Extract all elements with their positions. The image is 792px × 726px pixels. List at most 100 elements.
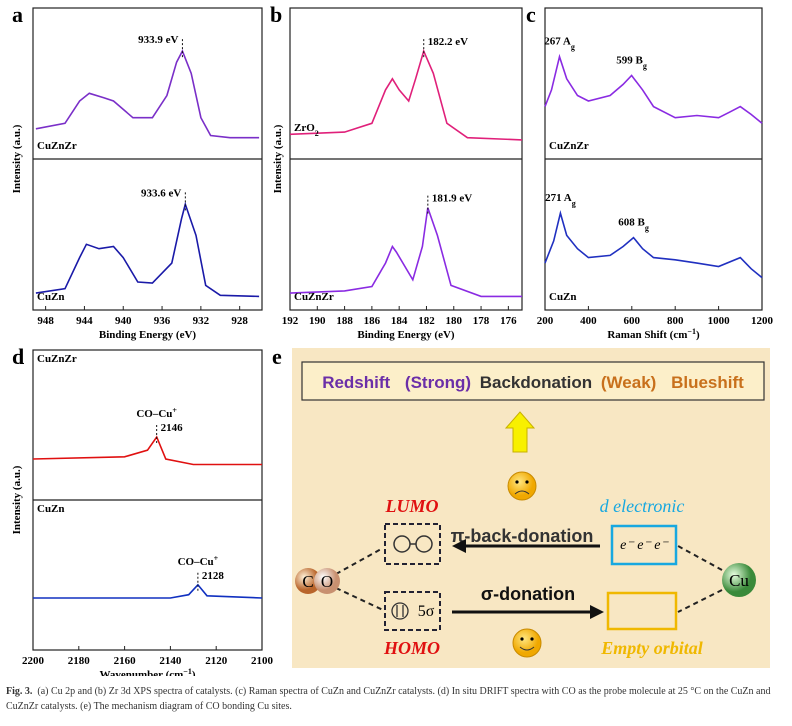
peak-label-main: 608 B: [618, 217, 645, 229]
orbital-label: 5σ: [418, 603, 435, 620]
panel-letter: d: [12, 344, 24, 369]
peak-label: 2146: [161, 422, 184, 434]
strong: (Strong): [405, 373, 471, 392]
electrons: e⁻ e⁻ e⁻: [620, 538, 669, 553]
caption-label: Fig. 3.: [6, 686, 33, 697]
x-axis-title: Binding Energy (eV): [99, 329, 197, 341]
series-label: CuZnZr: [549, 140, 589, 152]
peak-label: 182.2 eV: [428, 36, 468, 48]
lumo-box: [384, 523, 441, 565]
x-tick-label: 176: [500, 315, 517, 327]
peak-note-sup: +: [172, 406, 177, 415]
series-label: CuZnZr: [37, 140, 77, 152]
x-axis-title: Binding Energy (eV): [357, 329, 455, 341]
series-label-main: ZrO: [294, 122, 315, 134]
x-tick-label: 928: [231, 315, 248, 327]
x-tick-label: 940: [115, 315, 132, 327]
pi-label: π-back-donation: [451, 526, 594, 546]
x-axis-title-main: ): [696, 329, 700, 341]
sigma-label: σ-donation: [481, 584, 575, 604]
spectrum-line: [289, 48, 523, 141]
x-tick-label: 944: [76, 315, 93, 327]
x-axis-title-main: Raman Shift (cm: [607, 329, 687, 341]
x-tick-label: 1200: [751, 315, 774, 327]
empty-orbital: Empty orbital: [600, 638, 703, 658]
peak-label-sub: g: [572, 199, 576, 208]
carbon-label: C: [302, 572, 313, 591]
peak-label-sub: g: [571, 42, 575, 51]
blueshift: Blueshift: [671, 373, 744, 392]
bond-lines: [335, 545, 723, 613]
spectrum-line: [544, 53, 763, 124]
peak-note-sup: +: [214, 553, 219, 562]
series-label: CuZnZr: [294, 291, 334, 303]
panel-letter: a: [12, 2, 23, 27]
peak-label: 271 Ag: [545, 192, 576, 208]
peak-label: 599 Bg: [616, 55, 647, 71]
x-tick-label: 2120: [205, 655, 228, 667]
peak-label: 933.6 eV: [141, 187, 181, 199]
lumo-orbital: [393, 535, 433, 553]
homo: HOMO: [383, 638, 440, 658]
spectrum-line: [289, 207, 522, 298]
up-arrow: [504, 411, 536, 453]
pi-arrow-head: [452, 539, 466, 553]
y-axis-title: Intensity (a.u.): [11, 124, 23, 193]
peak-note: CO–Cu+: [178, 553, 219, 568]
peak-label-main: 2146: [161, 422, 184, 434]
series-label-main: CuZn: [37, 503, 65, 515]
x-tick-label: 178: [473, 315, 490, 327]
x-axis-title: Raman Shift (cm−1): [607, 327, 700, 342]
x-tick-label: 192: [282, 315, 299, 327]
caption: Fig. 3. (a) Cu 2p and (b) Zr 3d XPS spec…: [6, 684, 786, 714]
x-tick-label: 600: [624, 315, 641, 327]
homo-box: [384, 591, 441, 631]
x-axis-title: Wavenumber (cm−1): [99, 667, 195, 677]
peak-label-main: 933.6 eV: [141, 187, 181, 199]
spectrum-line: [35, 49, 260, 139]
panel-letter: c: [526, 2, 536, 27]
series-label: ZrO2: [294, 122, 319, 138]
x-tick-label: 188: [336, 315, 353, 327]
sad-face: [507, 471, 537, 501]
x-tick-label: 2100: [251, 655, 274, 667]
peak-label-main: 181.9 eV: [432, 193, 472, 205]
x-tick-label: 190: [309, 315, 326, 327]
x-tick-label: 200: [537, 315, 554, 327]
d-electronic: d electronic: [600, 496, 685, 516]
series-label: CuZnZr: [37, 353, 77, 365]
series-label-main: CuZnZr: [37, 353, 77, 365]
x-tick-label: 186: [364, 315, 381, 327]
peak-label: 2128: [202, 570, 225, 582]
series-label-main: CuZnZr: [549, 140, 589, 152]
series-label-main: CuZn: [37, 291, 65, 303]
peak-label-main: 599 B: [616, 55, 643, 67]
figure: e Redshift (Strong) Backdonation (Weak) …: [11, 2, 774, 677]
peak-note-main: CO–Cu: [178, 556, 214, 568]
x-tick-label: 184: [391, 315, 408, 327]
peak-label-sub: g: [645, 223, 649, 232]
x-tick-label: 180: [446, 315, 463, 327]
x-tick-label: 2180: [68, 655, 91, 667]
x-axis-title-sup: −1: [183, 667, 192, 676]
spectrum-line: [35, 201, 260, 298]
x-tick-label: 936: [154, 315, 171, 327]
spectrum-line: [32, 435, 262, 466]
x-axis-title-main: Binding Energy (eV): [357, 329, 455, 341]
peak-note: CO–Cu+: [136, 406, 177, 421]
series-label: CuZn: [549, 291, 577, 303]
peak-label-main: 182.2 eV: [428, 36, 468, 48]
peak-label-main: 2128: [202, 570, 225, 582]
d-box: [610, 524, 678, 566]
peak-label: 267 Ag: [544, 36, 575, 52]
series-label: CuZn: [37, 291, 65, 303]
series-label-sub: 2: [315, 129, 319, 138]
x-tick-label: 1000: [708, 315, 731, 327]
x-axis-title-main: Wavenumber (cm: [99, 669, 183, 676]
series-label-main: CuZnZr: [294, 291, 334, 303]
result-text: Redshift (Strong) Backdonation (Weak) Bl…: [322, 373, 744, 392]
oxygen-label: O: [321, 572, 333, 591]
peak-label-main: 267 A: [544, 36, 571, 48]
homo-orbital: [391, 602, 409, 620]
